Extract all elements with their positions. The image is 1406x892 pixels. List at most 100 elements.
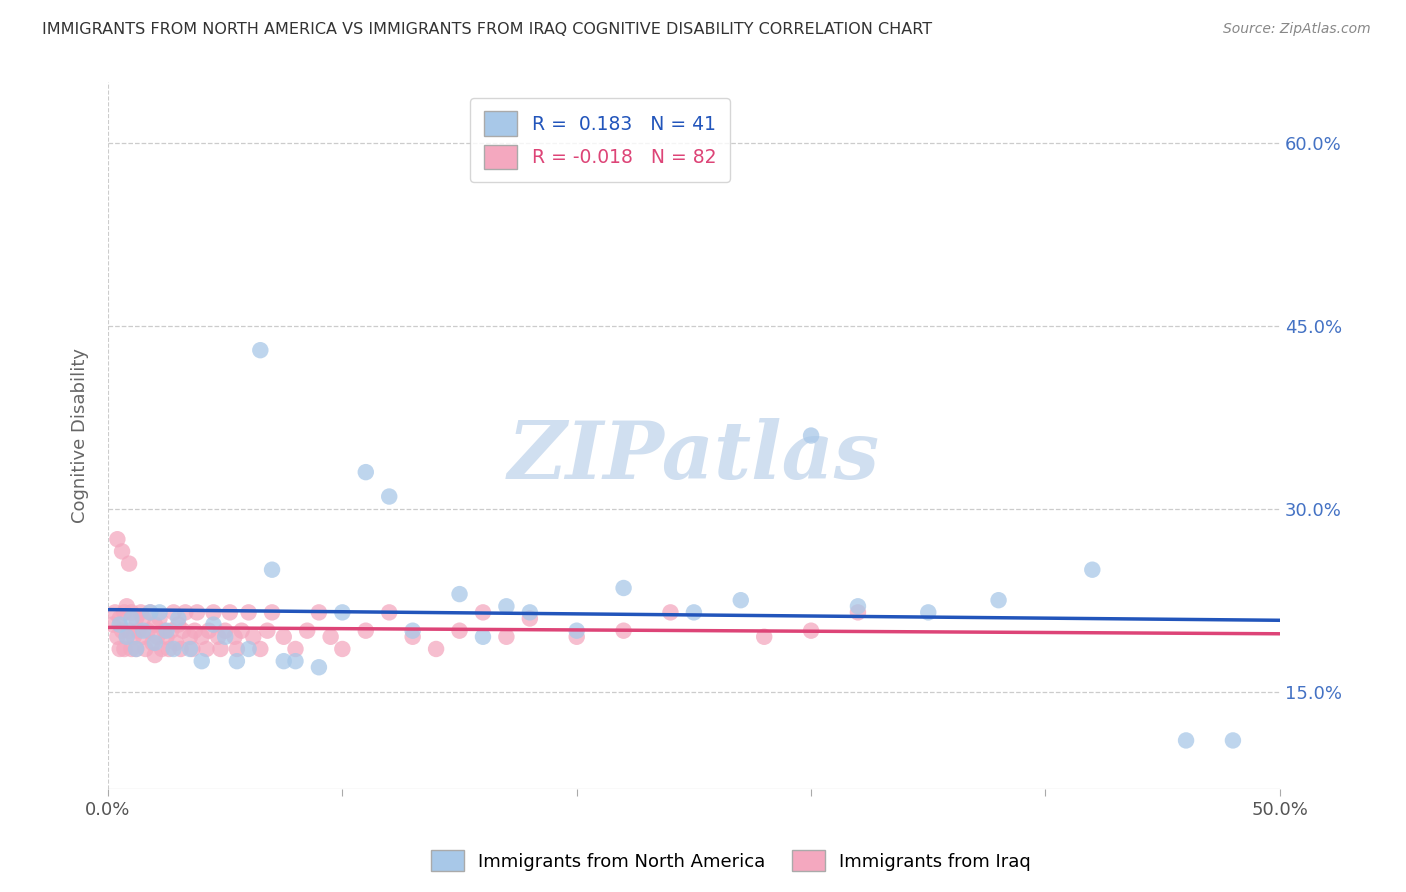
Point	[378, 606, 401, 620]
Point	[284, 654, 307, 668]
Point	[101, 617, 124, 632]
Point	[118, 624, 141, 638]
Point	[190, 630, 212, 644]
Point	[120, 606, 142, 620]
Point	[319, 630, 342, 644]
Point	[565, 630, 588, 644]
Point	[118, 557, 141, 571]
Point	[136, 624, 159, 638]
Point	[143, 617, 166, 632]
Point	[202, 606, 225, 620]
Point	[846, 599, 869, 614]
Point	[1081, 563, 1104, 577]
Point	[214, 624, 236, 638]
Y-axis label: Cognitive Disability: Cognitive Disability	[72, 348, 89, 523]
Point	[162, 642, 184, 657]
Point	[402, 624, 425, 638]
Point	[127, 624, 149, 638]
Point	[613, 624, 636, 638]
Point	[249, 343, 271, 358]
Point	[917, 606, 939, 620]
Point	[122, 630, 145, 644]
Point	[108, 642, 131, 657]
Point	[519, 606, 541, 620]
Point	[308, 606, 330, 620]
Point	[224, 630, 246, 644]
Point	[683, 606, 706, 620]
Point	[987, 593, 1010, 607]
Point	[295, 624, 318, 638]
Point	[495, 599, 517, 614]
Point	[754, 630, 776, 644]
Point	[425, 642, 447, 657]
Point	[1175, 733, 1198, 747]
Point	[354, 465, 377, 479]
Point	[115, 630, 138, 644]
Point	[155, 624, 177, 638]
Point	[354, 624, 377, 638]
Point	[111, 624, 134, 638]
Point	[132, 624, 155, 638]
Point	[565, 624, 588, 638]
Point	[659, 606, 682, 620]
Point	[167, 617, 190, 632]
Point	[129, 606, 152, 620]
Point	[472, 630, 495, 644]
Point	[160, 624, 183, 638]
Legend: R =  0.183   N = 41, R = -0.018   N = 82: R = 0.183 N = 41, R = -0.018 N = 82	[471, 98, 730, 182]
Point	[141, 636, 163, 650]
Point	[162, 606, 184, 620]
Point	[143, 648, 166, 662]
Point	[495, 630, 517, 644]
Point	[256, 624, 278, 638]
Legend: Immigrants from North America, Immigrants from Iraq: Immigrants from North America, Immigrant…	[425, 843, 1038, 879]
Point	[449, 587, 471, 601]
Text: IMMIGRANTS FROM NORTH AMERICA VS IMMIGRANTS FROM IRAQ COGNITIVE DISABILITY CORRE: IMMIGRANTS FROM NORTH AMERICA VS IMMIGRA…	[42, 22, 932, 37]
Point	[207, 630, 229, 644]
Point	[613, 581, 636, 595]
Point	[238, 606, 260, 620]
Point	[472, 606, 495, 620]
Point	[218, 606, 240, 620]
Point	[165, 636, 187, 650]
Point	[197, 624, 219, 638]
Point	[225, 654, 247, 668]
Point	[179, 630, 201, 644]
Point	[378, 490, 401, 504]
Point	[125, 642, 148, 657]
Point	[120, 611, 142, 625]
Point	[108, 611, 131, 625]
Point	[139, 606, 162, 620]
Point	[134, 642, 156, 657]
Point	[800, 624, 823, 638]
Point	[238, 642, 260, 657]
Point	[148, 611, 170, 625]
Point	[150, 642, 173, 657]
Point	[105, 533, 128, 547]
Point	[225, 642, 247, 657]
Point	[111, 544, 134, 558]
Point	[260, 563, 283, 577]
Point	[190, 654, 212, 668]
Point	[108, 617, 131, 632]
Point	[730, 593, 752, 607]
Point	[330, 606, 353, 620]
Point	[402, 630, 425, 644]
Point	[132, 611, 155, 625]
Point	[104, 606, 127, 620]
Point	[172, 624, 194, 638]
Point	[186, 606, 208, 620]
Point	[308, 660, 330, 674]
Point	[115, 630, 138, 644]
Point	[155, 630, 177, 644]
Point	[195, 642, 218, 657]
Point	[143, 636, 166, 650]
Point	[125, 642, 148, 657]
Point	[174, 606, 197, 620]
Point	[519, 611, 541, 625]
Point	[112, 606, 135, 620]
Point	[231, 624, 253, 638]
Point	[242, 630, 264, 644]
Point	[449, 624, 471, 638]
Point	[202, 617, 225, 632]
